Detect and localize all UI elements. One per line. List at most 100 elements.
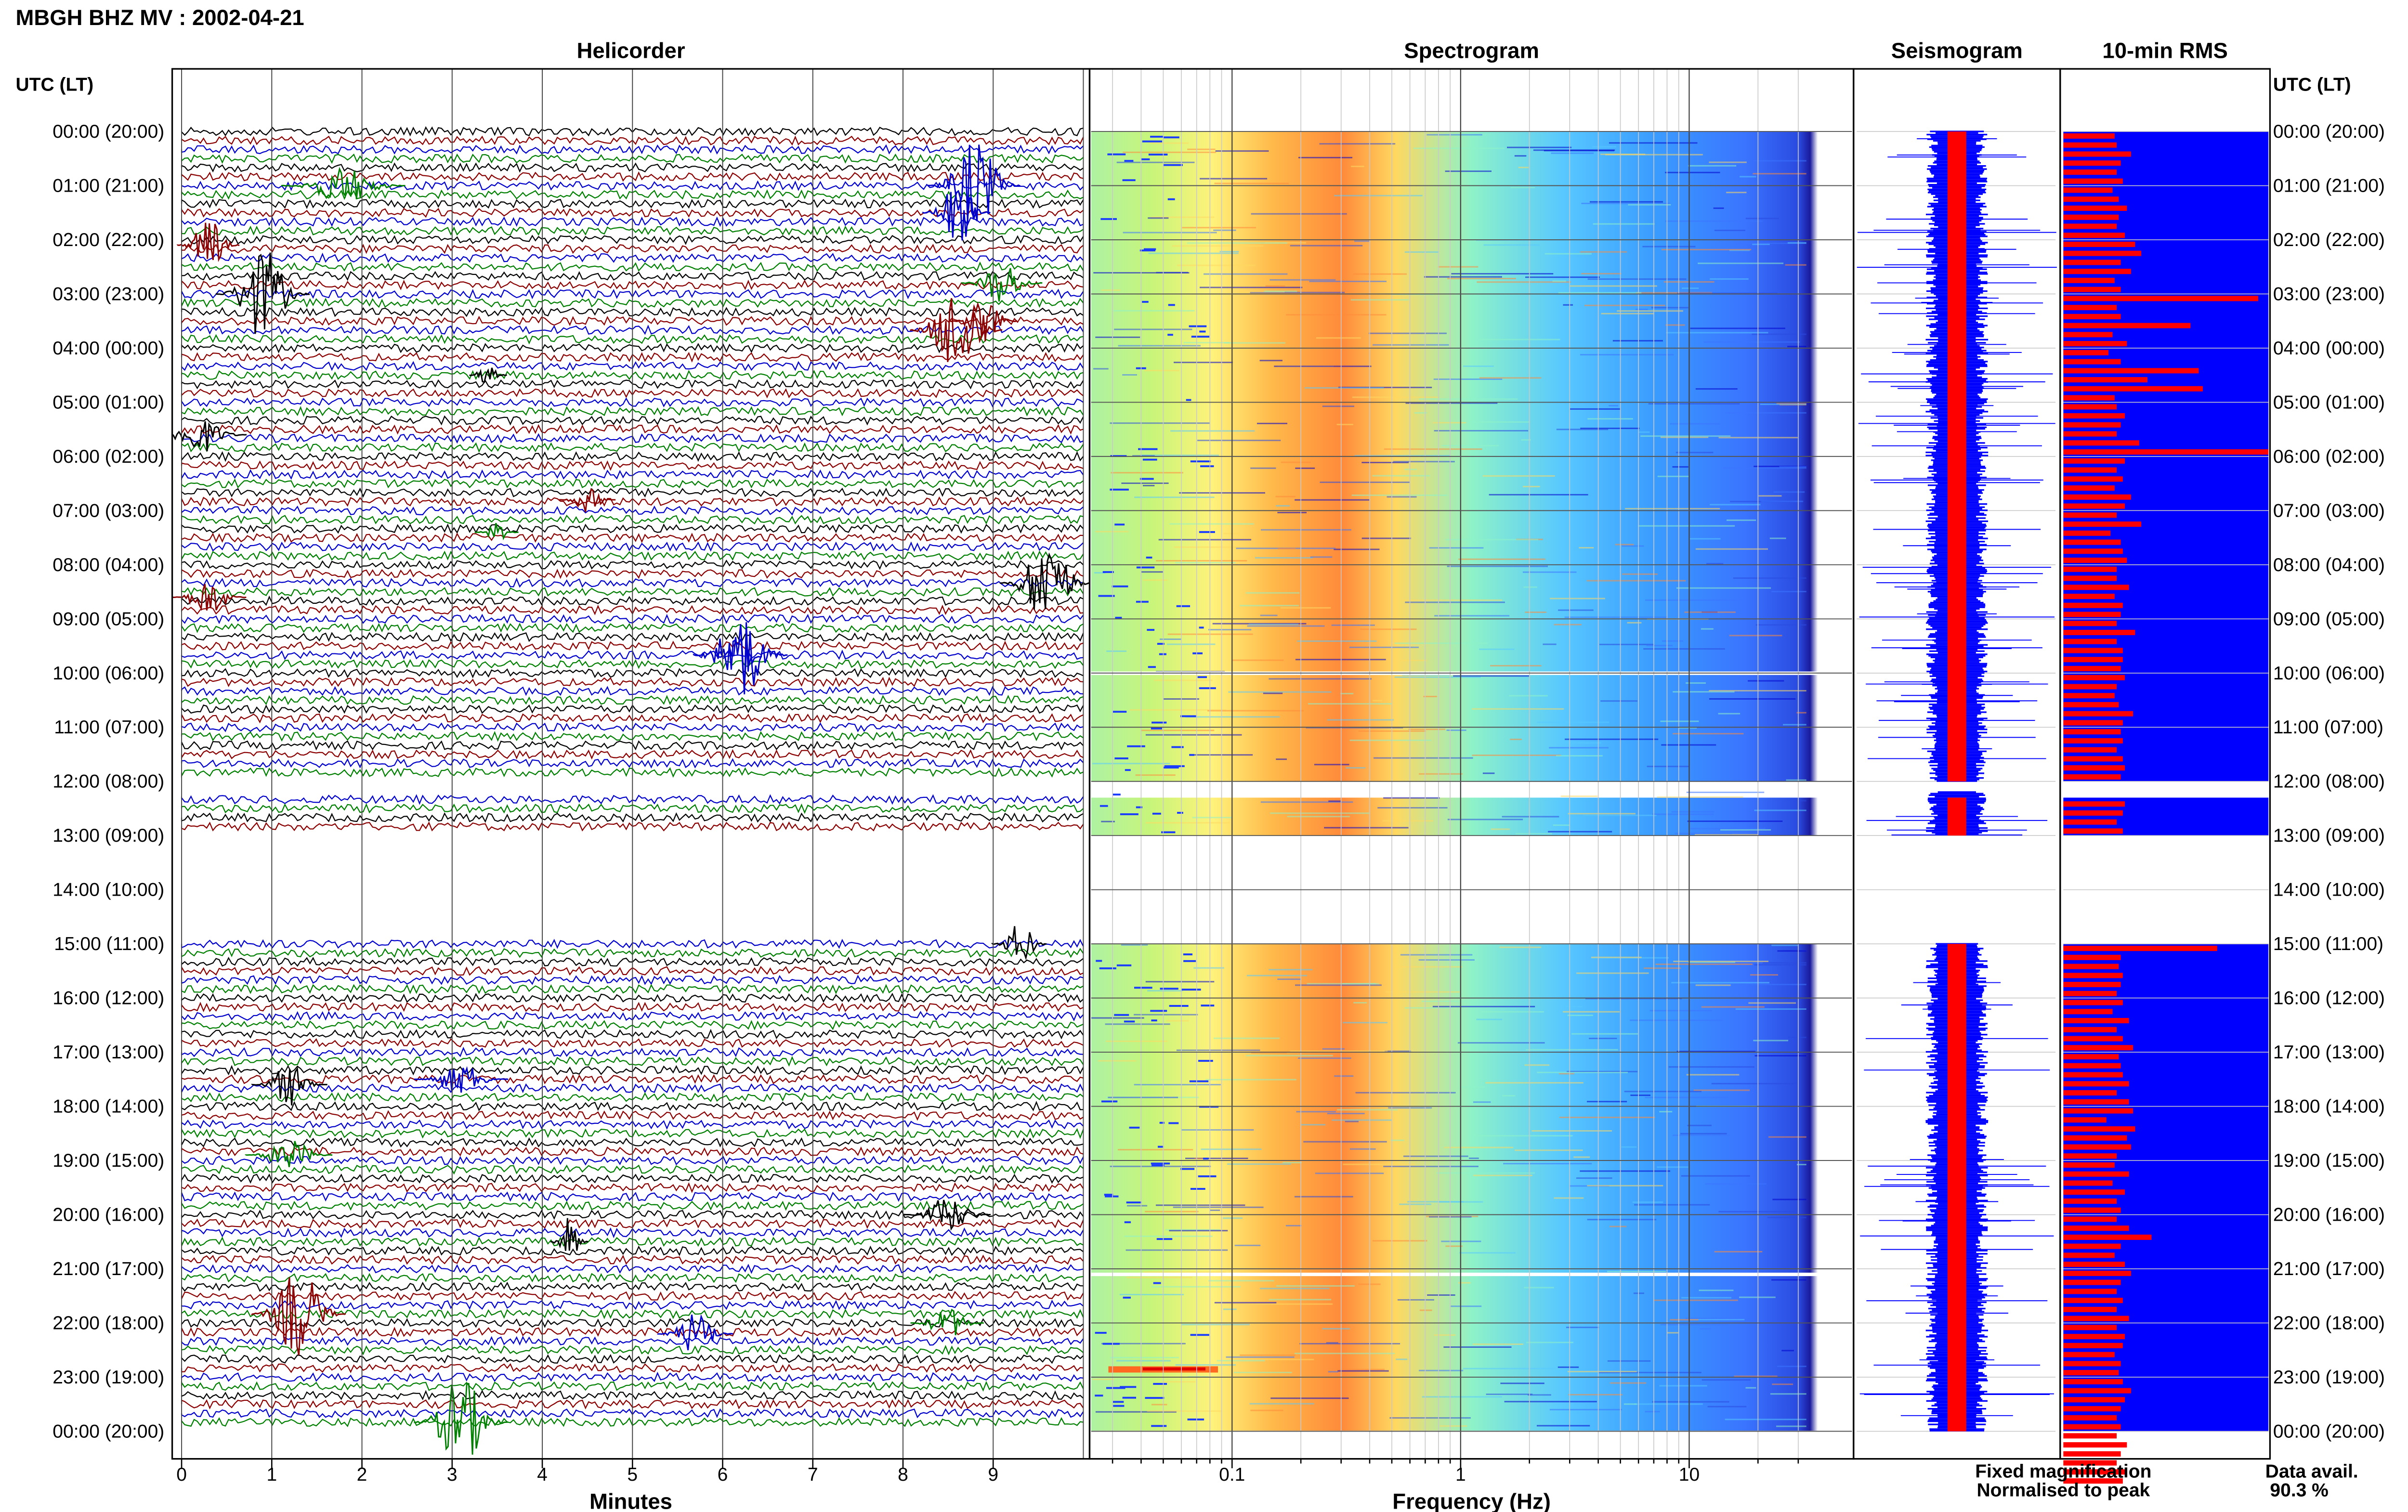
helicorder-trace: [181, 659, 1084, 670]
spectrogram-streak: [1167, 334, 1173, 336]
spectrogram-streak: [1403, 1155, 1468, 1157]
rms-bar: [2063, 954, 2121, 960]
spectrogram-streak: [1190, 460, 1211, 463]
spectrogram-streak: [1122, 374, 1138, 376]
rms-bar: [2063, 422, 2121, 428]
spectrogram-streak: [1627, 622, 1642, 624]
spectrogram-streak: [1657, 1166, 1688, 1168]
helicorder-trace: [181, 821, 1084, 832]
spectrogram-streak: [1147, 990, 1183, 992]
spectrogram-streak: [1199, 687, 1216, 690]
spectrogram-streak: [1589, 1038, 1617, 1040]
spectrogram-streak: [1407, 1201, 1464, 1203]
spectrogram-streak: [1118, 345, 1201, 347]
time-label-left: 23:00 (19:00): [52, 1367, 164, 1388]
spectrogram-streak: [1502, 1095, 1516, 1097]
helicorder-trace: [181, 740, 1084, 751]
rms-bar: [2063, 557, 2127, 563]
helicorder-trace: [181, 686, 1084, 696]
spectrogram-streak: [1564, 616, 1668, 618]
spectrogram-streak: [1092, 763, 1170, 765]
spectrogram-streak: [1675, 833, 1732, 834]
spectrogram-streak: [1566, 1327, 1599, 1329]
spectrogram-streak: [1101, 289, 1121, 291]
spectrogram-streak: [1408, 729, 1446, 730]
spectrogram-streak: [1314, 764, 1349, 766]
spectrogram-streak: [1156, 560, 1247, 561]
spectrogram-streak: [1771, 944, 1798, 946]
spectrogram-streak: [1383, 797, 1440, 799]
spectrogram-streak: [1187, 1418, 1204, 1421]
spectrogram-streak: [1244, 1358, 1314, 1360]
helicorder-trace: [181, 1354, 1084, 1364]
legend-fixed-magnification: Fixed magnification: [1975, 1461, 2151, 1482]
spectrogram-streak: [1095, 1411, 1177, 1413]
spectrogram-streak: [1514, 1149, 1583, 1151]
spectrogram-streak: [1729, 249, 1750, 251]
spectrogram-streak: [1576, 972, 1649, 974]
spectrogram-streak: [1189, 325, 1207, 327]
spectrogram-streak: [1116, 1360, 1171, 1362]
rms-bar: [2063, 1135, 2127, 1141]
spectrogram-streak: [1531, 1130, 1612, 1132]
spectrogram-streak: [1274, 365, 1372, 367]
spectrogram-streak: [1199, 330, 1206, 333]
spectrogram-streak: [1661, 248, 1752, 250]
spectrogram-streak: [1351, 166, 1364, 168]
spectrogram-streak: [1528, 1394, 1551, 1396]
spectrogram-streak: [1607, 1360, 1651, 1362]
spectrogram-streak: [1754, 809, 1806, 811]
spectrogram-streak: [1524, 1287, 1554, 1289]
spectrogram-streak: [1112, 1401, 1124, 1403]
spectrogram-streak: [1346, 767, 1366, 769]
spectrogram-streak: [1607, 1271, 1666, 1273]
rms-bar: [2063, 458, 2125, 464]
spectrogram-streak: [1106, 1040, 1167, 1042]
spectrogram-streak: [1559, 1117, 1655, 1119]
spectrogram-streak: [1563, 304, 1573, 306]
helicorder-trace: [181, 1065, 1084, 1076]
spectrogram-streak: [1634, 1403, 1703, 1405]
spectrogram-streak: [1115, 616, 1122, 619]
spectrogram-streak: [1587, 278, 1687, 280]
rms-bar: [2063, 657, 2123, 663]
helicorder-trace: [181, 487, 1084, 498]
spectrogram-streak: [1426, 134, 1482, 136]
spectrogram-streak: [1490, 665, 1542, 666]
helicorder-trace: [181, 388, 1084, 399]
spectrogram-streak: [1740, 176, 1756, 178]
spectrogram-streak: [1659, 1111, 1673, 1113]
time-label-right: 13:00 (09:00): [2273, 825, 2385, 846]
spectrogram-streak: [1673, 691, 1735, 693]
spectrogram-streak: [1421, 1000, 1477, 1002]
spectrogram-streak: [1489, 494, 1588, 495]
spectrogram-streak: [1510, 186, 1535, 188]
spectrogram-streak: [1393, 461, 1455, 463]
spectrogram-streak: [1166, 1020, 1189, 1022]
spectrogram-streak: [1226, 1356, 1295, 1358]
helicorder-trace: [181, 1273, 1084, 1283]
spectrogram-streak: [1556, 755, 1603, 757]
spectrogram-streak: [1095, 1395, 1103, 1397]
spectrogram-streak: [1159, 653, 1166, 655]
spectrogram-streak: [1754, 1055, 1806, 1056]
spectrogram-streak: [1688, 165, 1737, 167]
spectrogram-streak: [1281, 461, 1311, 463]
spectrogram-streak: [1549, 598, 1605, 600]
helicorder-trace: [181, 1029, 1084, 1040]
helicorder-trace: [181, 1245, 1084, 1256]
seismogram-panel: [1857, 130, 2057, 1432]
spectrogram-streak: [1136, 600, 1149, 603]
spectrogram-streak: [1599, 643, 1654, 645]
helicorder-trace: [181, 424, 1084, 435]
spectrogram-streak: [1718, 1211, 1795, 1212]
rms-bar: [2063, 1036, 2123, 1042]
spectrogram-streak: [1349, 1148, 1376, 1150]
spectrogram-streak: [1665, 324, 1685, 326]
spectrogram-streak: [1338, 387, 1432, 389]
spectrogram-streak: [1297, 1057, 1351, 1059]
spectrogram-streak: [1250, 1409, 1283, 1411]
time-label-right: 22:00 (18:00): [2273, 1313, 2385, 1333]
spectrogram-streak: [1169, 1230, 1228, 1232]
time-label-right: 14:00 (10:00): [2273, 880, 2385, 900]
